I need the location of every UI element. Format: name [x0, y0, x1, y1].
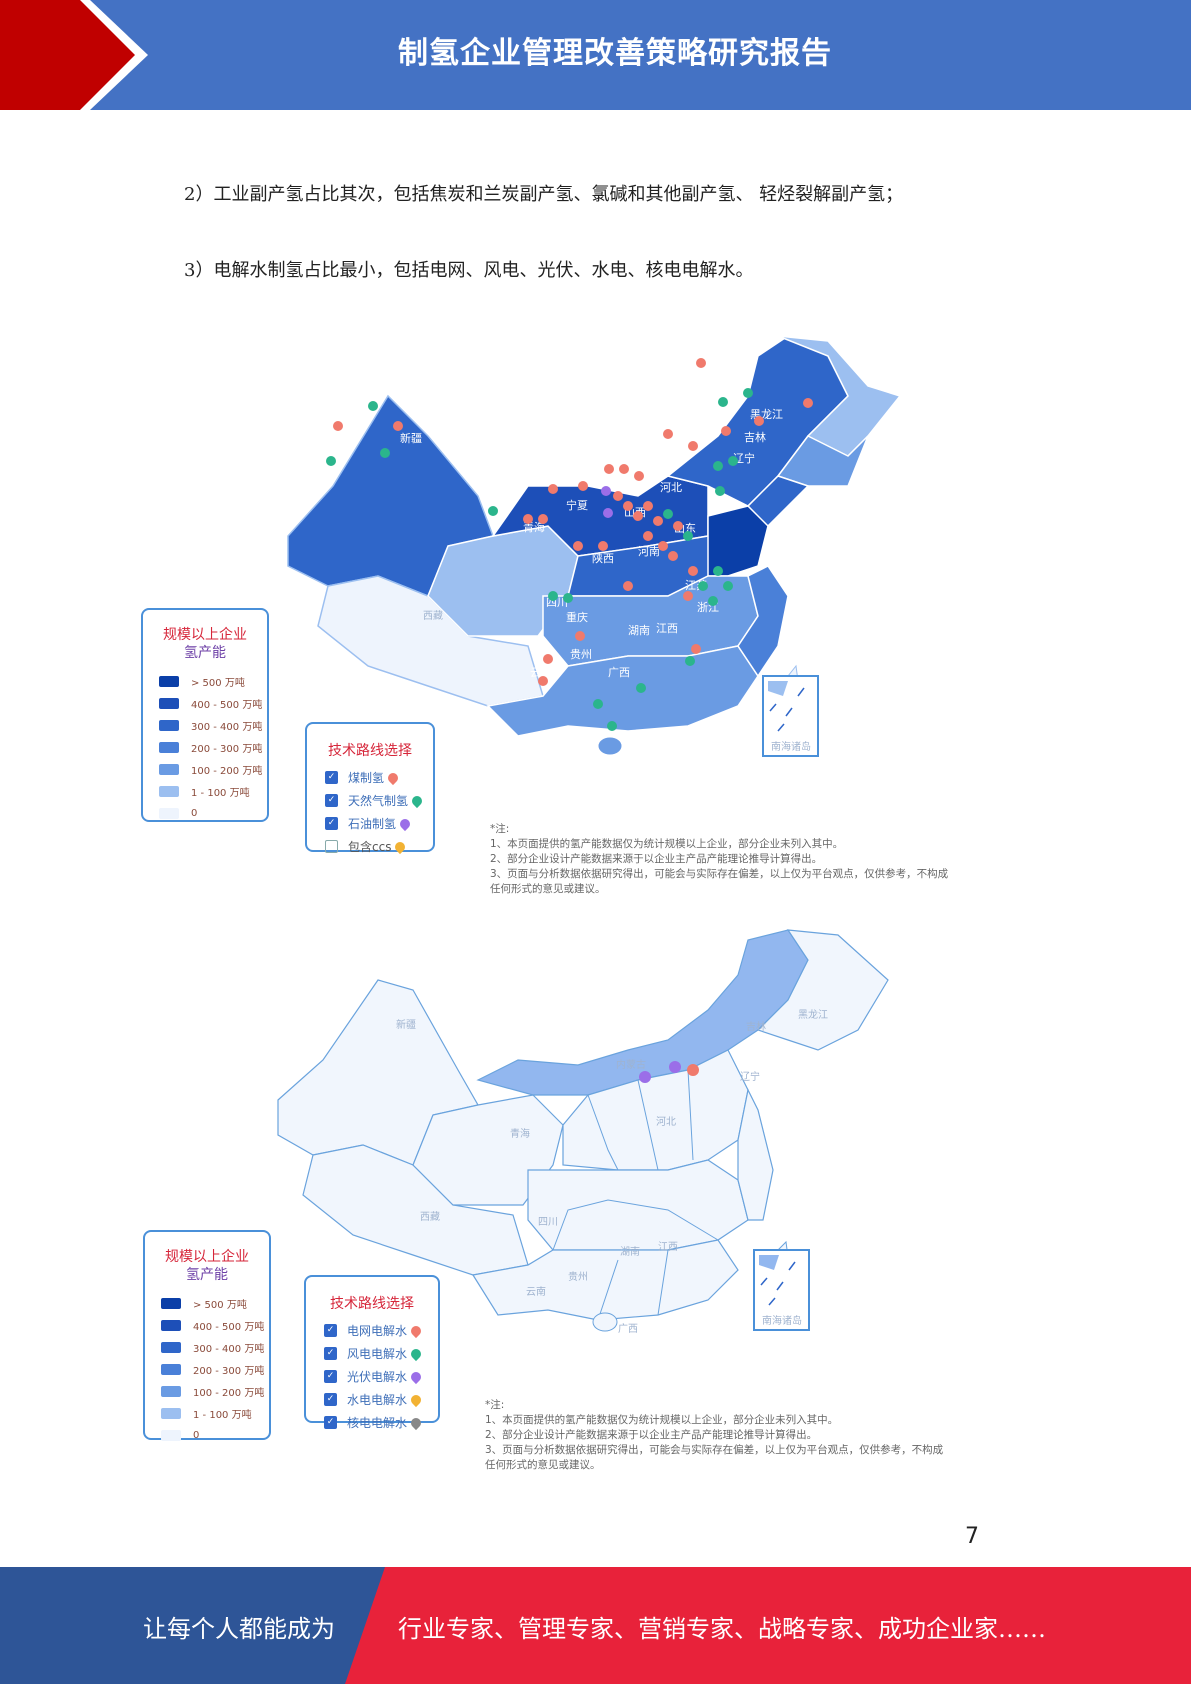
svg-text:新疆: 新疆	[400, 431, 422, 445]
svg-text:南海诸岛: 南海诸岛	[771, 740, 811, 753]
svg-text:吉林: 吉林	[746, 1020, 766, 1033]
footer-slogan-left: 让每个人都能成为	[143, 1615, 335, 1643]
tech-route-legend: 技术路线选择 ✓ 煤制氢 ✓ 天然气制氢 ✓ 石油制氢 包含ccs	[305, 722, 435, 854]
scale-item: 400 - 500 万吨	[145, 1314, 269, 1336]
report-title: 制氢企业管理改善策略研究报告	[398, 36, 832, 71]
svg-text:黑龙江: 黑龙江	[798, 1008, 828, 1021]
tech-option-nuclear[interactable]: ✓ 核电电解水	[306, 1411, 438, 1434]
tech-option-grid[interactable]: ✓ 电网电解水	[306, 1319, 438, 1342]
hydrogen-capacity-map-electrolysis: 南海诸岛 新疆 西藏 青海 内蒙古 四川 贵州 云南 广西 湖南 江西 河北 吉…	[143, 920, 1038, 1471]
svg-text:江西: 江西	[656, 622, 678, 635]
scale-item: 400 - 500 万吨	[143, 692, 267, 714]
checkbox-icon[interactable]	[325, 840, 338, 853]
tech-option-oil[interactable]: ✓ 石油制氢	[307, 812, 433, 835]
map-pin-icon	[385, 770, 401, 785]
scale-item: 0	[145, 1424, 269, 1446]
capacity-scale-legend: 规模以上企业 氢产能 > 500 万吨 400 - 500 万吨 300 - 4…	[143, 1230, 271, 1441]
svg-text:辽宁: 辽宁	[733, 451, 755, 465]
scale-item: 100 - 200 万吨	[143, 758, 267, 780]
tech-option-solar[interactable]: ✓ 光伏电解水	[306, 1365, 438, 1388]
china-map-electrolysis: 南海诸岛 新疆 西藏 青海 内蒙古 四川 贵州 云南 广西 湖南 江西 河北 吉…	[148, 920, 1038, 1470]
legend-title-line1: 规模以上企业	[163, 627, 247, 643]
scale-item: 0	[143, 802, 267, 824]
checkbox-icon[interactable]: ✓	[325, 817, 338, 830]
legend-title-line1: 规模以上企业	[165, 1249, 249, 1265]
svg-text:吉林: 吉林	[744, 430, 766, 444]
svg-text:辽宁: 辽宁	[740, 1070, 760, 1083]
svg-text:湖南: 湖南	[620, 1245, 640, 1258]
svg-text:云南: 云南	[526, 1285, 546, 1298]
checkbox-icon[interactable]: ✓	[324, 1347, 337, 1360]
tech-route-title: 技术路线选择	[330, 1296, 414, 1312]
scale-item: 200 - 300 万吨	[143, 736, 267, 758]
scale-item: 300 - 400 万吨	[143, 714, 267, 736]
svg-text:青海: 青海	[510, 1127, 530, 1140]
map-pin-icon	[408, 1346, 424, 1361]
legend-title-line2: 氢产能	[184, 645, 226, 661]
svg-text:内蒙古: 内蒙古	[616, 1058, 646, 1071]
svg-text:南海诸岛: 南海诸岛	[762, 1314, 802, 1327]
map-pin-icon	[393, 839, 408, 854]
scale-item: 200 - 300 万吨	[145, 1358, 269, 1380]
svg-text:宁夏: 宁夏	[566, 498, 588, 512]
svg-text:贵州: 贵州	[570, 648, 592, 661]
map-pin-icon	[408, 1392, 424, 1407]
china-map-fossil: 南海诸岛 新疆 西藏 青海 宁夏 内蒙古 山西 陕西 河南 四川 重庆 贵州 云…	[287, 336, 902, 757]
scale-item: 1 - 100 万吨	[143, 780, 267, 802]
page-footer: 让每个人都能成为 行业专家、管理专家、营销专家、战略专家、成功企业家……	[0, 1567, 1191, 1684]
svg-text:重庆: 重庆	[566, 610, 588, 624]
tech-route-legend: 技术路线选择 ✓ 电网电解水 ✓ 风电电解水 ✓ 光伏电解水 ✓ 水电电解水 ✓ 核电电解…	[304, 1275, 440, 1430]
svg-text:江西: 江西	[658, 1241, 678, 1253]
page-header: 制氢企业管理改善策略研究报告	[0, 0, 1191, 110]
tech-option-ccs[interactable]: 包含ccs	[307, 835, 433, 858]
scale-item: 300 - 400 万吨	[145, 1336, 269, 1358]
svg-text:广西: 广西	[608, 666, 630, 679]
footer-blue-band	[0, 1567, 385, 1684]
company-location-pins	[326, 358, 813, 731]
checkbox-icon[interactable]: ✓	[324, 1324, 337, 1337]
checkbox-icon[interactable]: ✓	[325, 771, 338, 784]
tech-option-gas[interactable]: ✓ 天然气制氢	[307, 789, 433, 812]
scale-item: 1 - 100 万吨	[145, 1402, 269, 1424]
svg-text:四川: 四川	[538, 1217, 558, 1228]
svg-text:西藏: 西藏	[423, 610, 443, 622]
map-pin-icon	[409, 793, 425, 808]
hydrogen-capacity-map-fossil: 南海诸岛 新疆 西藏 青海 宁夏 内蒙古 山西 陕西 河南 四川 重庆 贵州 云…	[141, 336, 1038, 906]
tech-option-wind[interactable]: ✓ 风电电解水	[306, 1342, 438, 1365]
svg-text:贵州: 贵州	[568, 1270, 588, 1283]
scale-item: 100 - 200 万吨	[145, 1380, 269, 1402]
scale-item: > 500 万吨	[143, 670, 267, 692]
map-pin-icon	[397, 816, 413, 831]
map-notes: *注: 1、本页面提供的氢产能数据仅为统计规模以上企业，部分企业未列入其中。 2…	[490, 823, 949, 895]
svg-text:新疆: 新疆	[396, 1018, 416, 1031]
svg-text:陕西: 陕西	[592, 551, 614, 565]
page-number: 7	[965, 1524, 979, 1549]
map-notes: *注: 1、本页面提供的氢产能数据仅为统计规模以上企业，部分企业未列入其中。 2…	[485, 1399, 944, 1471]
scale-item: > 500 万吨	[145, 1292, 269, 1314]
map-pin-icon	[408, 1415, 424, 1430]
checkbox-icon[interactable]: ✓	[325, 794, 338, 807]
svg-text:湖南: 湖南	[628, 624, 650, 637]
tech-option-coal[interactable]: ✓ 煤制氢	[307, 766, 433, 789]
footer-slogan-right: 行业专家、管理专家、营销专家、战略专家、成功企业家……	[398, 1615, 1046, 1643]
svg-text:西藏: 西藏	[420, 1211, 440, 1223]
checkbox-icon[interactable]: ✓	[324, 1370, 337, 1383]
checkbox-icon[interactable]: ✓	[324, 1416, 337, 1429]
paragraph-electrolysis: 3）电解水制氢占比最小，包括电网、风电、光伏、水电、核电电解水。	[184, 260, 754, 281]
capacity-scale-legend: 规模以上企业 氢产能 > 500 万吨 400 - 500 万吨 300 - 4…	[141, 608, 269, 822]
company-location-pins	[639, 1061, 699, 1083]
map-pin-icon	[408, 1323, 424, 1338]
tech-route-title: 技术路线选择	[328, 743, 412, 759]
svg-text:河南: 河南	[638, 545, 660, 558]
svg-text:河北: 河北	[660, 481, 682, 494]
checkbox-icon[interactable]: ✓	[324, 1393, 337, 1406]
header-red-arrow-graphic	[0, 0, 148, 110]
paragraph-industrial-byproduct: 2）工业副产氢占比其次，包括焦炭和兰炭副产氢、氯碱和其他副产氢、 轻烃裂解副产氢…	[184, 184, 904, 205]
map-pin-icon	[408, 1369, 424, 1384]
svg-text:河北: 河北	[656, 1116, 676, 1128]
svg-text:云南: 云南	[530, 666, 552, 679]
svg-text:广西: 广西	[618, 1323, 638, 1335]
tech-option-hydro[interactable]: ✓ 水电电解水	[306, 1388, 438, 1411]
legend-title-line2: 氢产能	[186, 1267, 228, 1283]
